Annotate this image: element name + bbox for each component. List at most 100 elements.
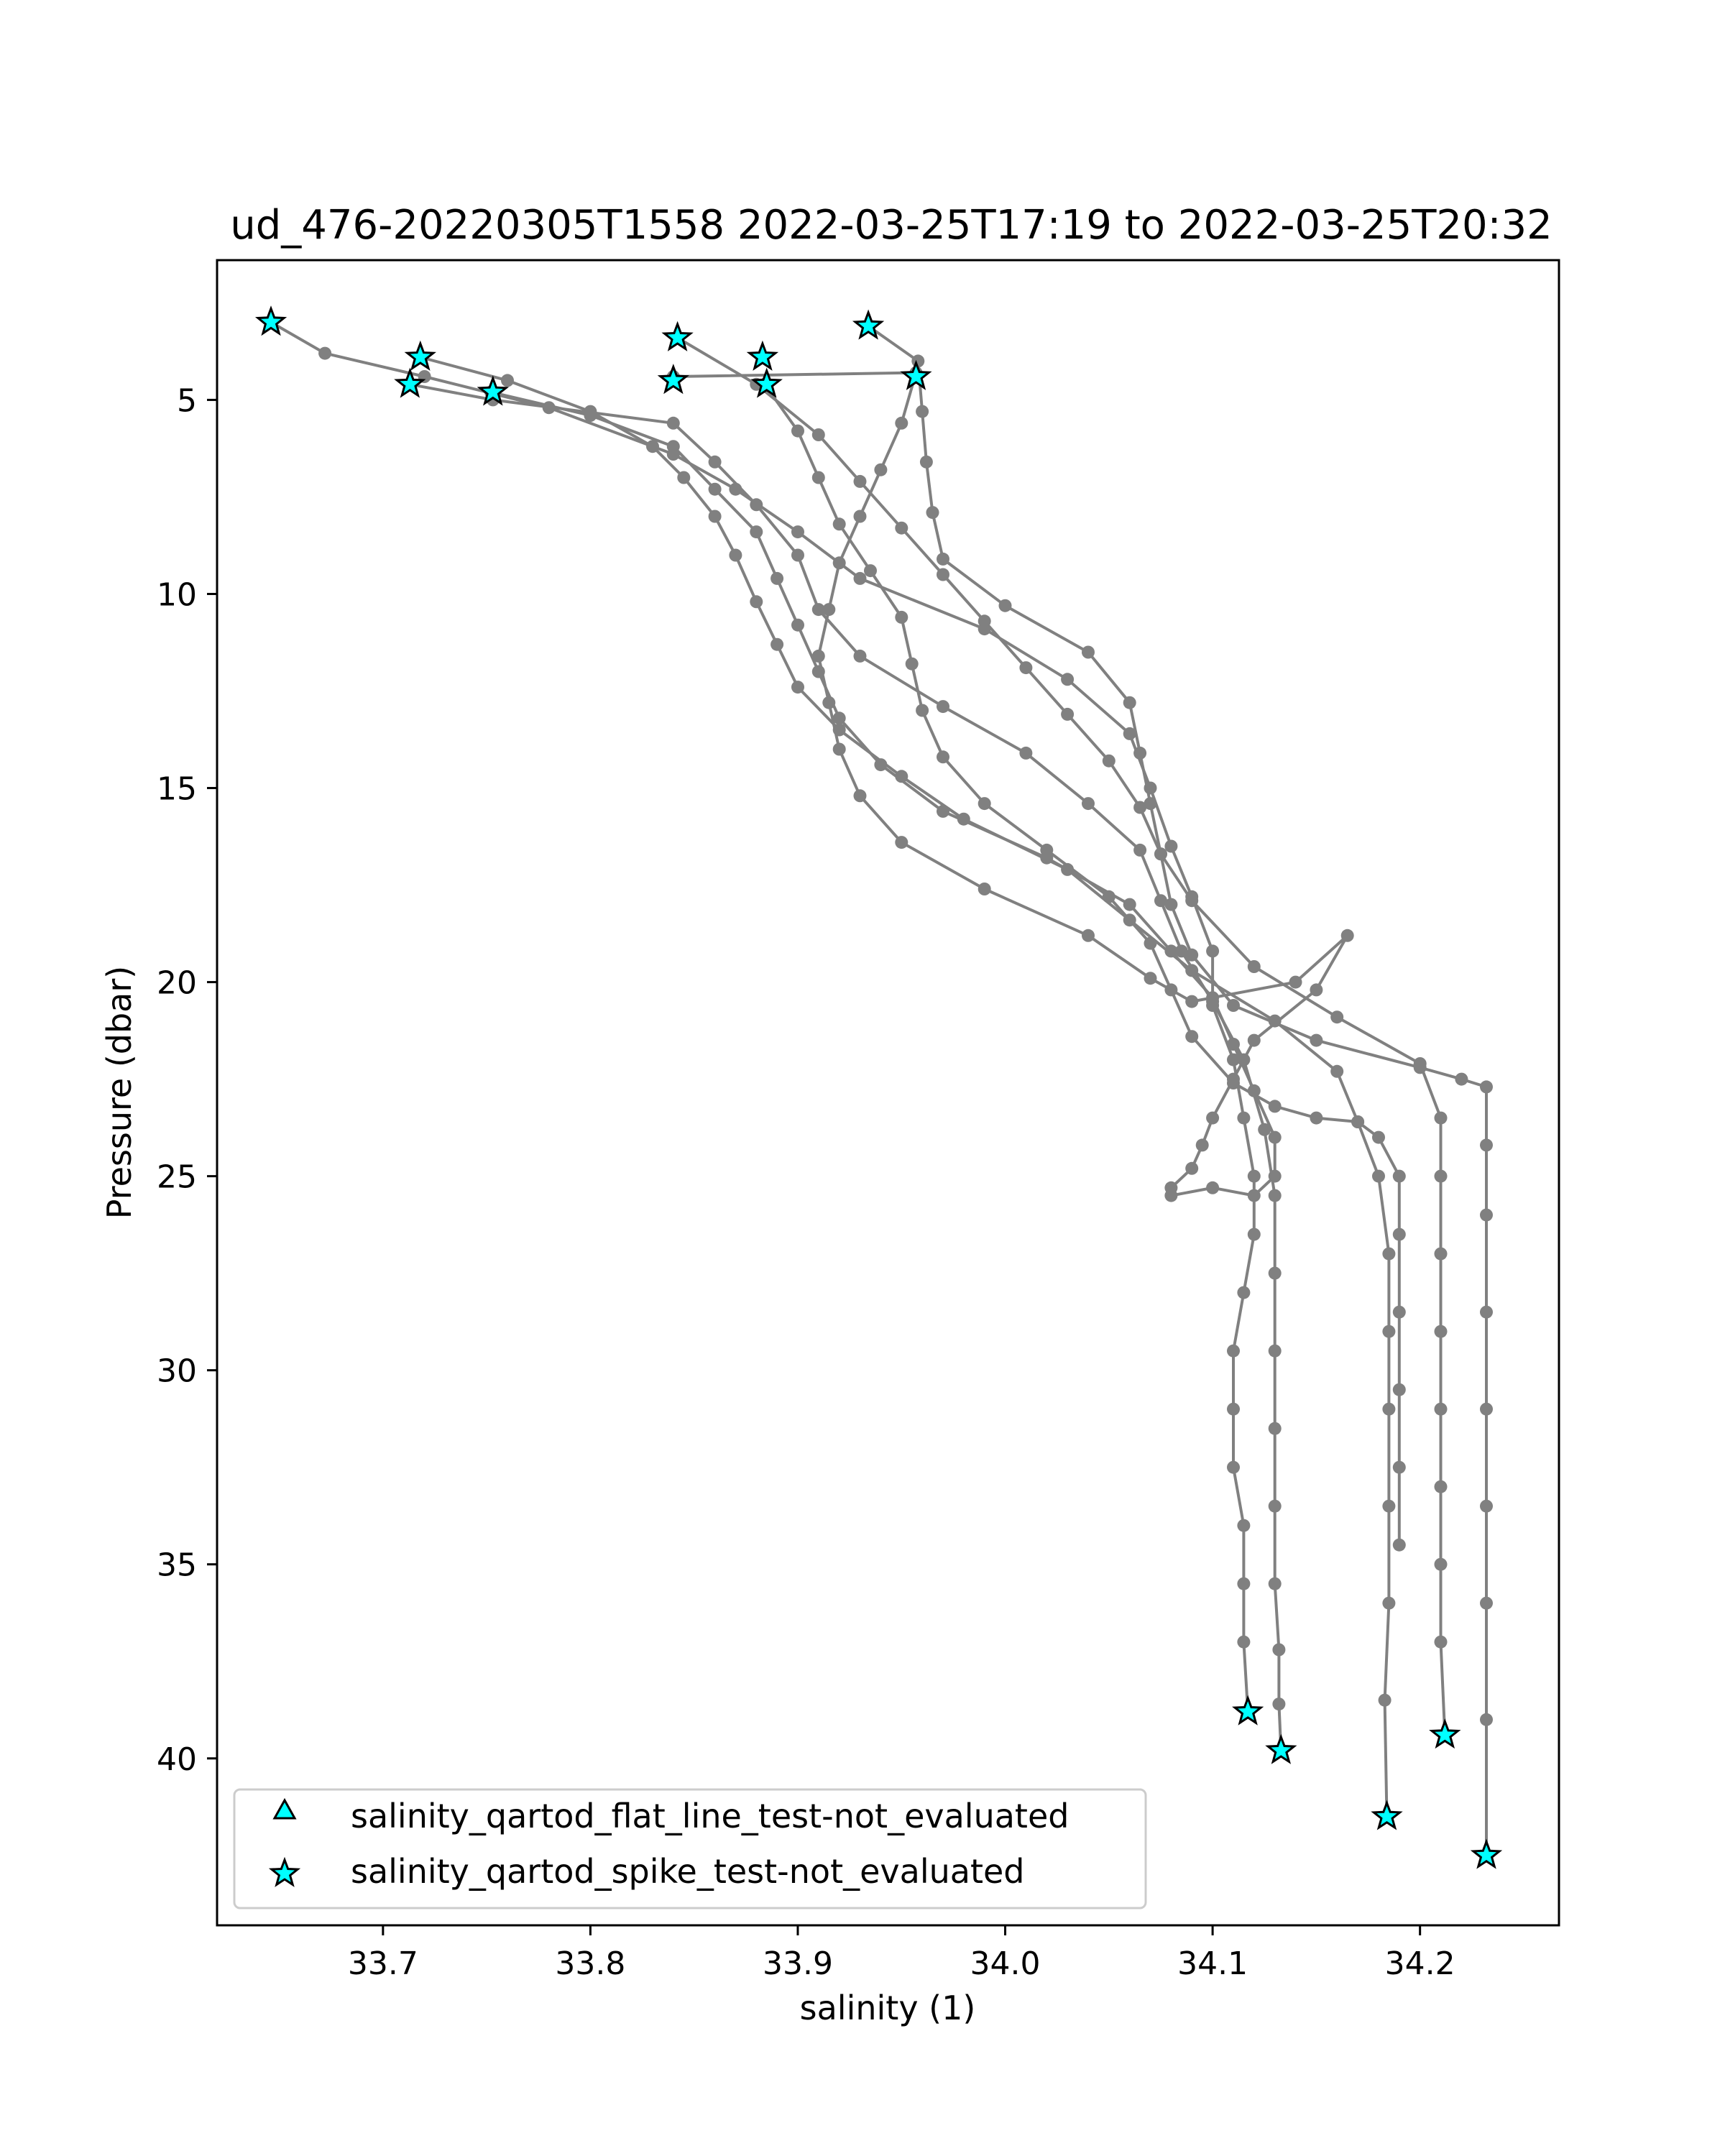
profile-point — [1237, 1635, 1251, 1649]
profile-point — [666, 416, 680, 430]
profile-point — [1272, 1697, 1286, 1711]
profile-point — [501, 374, 514, 387]
y-tick-label: 35 — [157, 1547, 197, 1584]
x-tick-label: 33.8 — [555, 1945, 625, 1982]
profile-point — [1310, 1033, 1323, 1047]
profile-line-6 — [763, 383, 1401, 1545]
profile-point — [1310, 1111, 1323, 1125]
spike-test-marker — [1265, 1733, 1297, 1764]
profile-point — [1102, 754, 1116, 768]
profile-point — [811, 649, 825, 663]
profile-point — [1372, 1130, 1385, 1144]
profile-point — [978, 614, 991, 628]
spike-test-marker — [1371, 1800, 1403, 1830]
profile-point — [1061, 707, 1075, 721]
profile-point — [750, 595, 763, 609]
profile-point — [1258, 1123, 1271, 1136]
profile-point — [1247, 1033, 1261, 1047]
profile-point — [584, 409, 597, 422]
profile-point — [1272, 1643, 1286, 1657]
profile-point — [832, 556, 846, 570]
profile-point — [1434, 1480, 1448, 1493]
profile-point — [1123, 898, 1136, 911]
profile-point — [791, 618, 804, 632]
profile-point — [1164, 1181, 1178, 1194]
plot-area — [254, 305, 1503, 1869]
y-tick-label: 40 — [157, 1741, 197, 1778]
profile-point — [1392, 1227, 1406, 1241]
profile-point — [1144, 936, 1157, 950]
profile-point — [1185, 894, 1199, 908]
x-tick-label: 33.9 — [763, 1945, 833, 1982]
profile-point — [919, 455, 933, 469]
legend-box — [233, 1788, 1147, 1909]
profile-point — [1247, 1084, 1261, 1097]
spike-test-marker — [900, 359, 932, 390]
profile-point — [1268, 1266, 1282, 1280]
x-tick-label: 34.2 — [1385, 1945, 1455, 1982]
profile-point — [677, 471, 691, 484]
profile-point — [1289, 975, 1302, 989]
profile-point — [1082, 797, 1095, 811]
profile-point — [1123, 727, 1136, 740]
profile-point — [1019, 746, 1033, 760]
profile-point — [1185, 1161, 1199, 1175]
profile-point — [1227, 1038, 1240, 1051]
x-tick-label: 33.7 — [348, 1945, 418, 1982]
profile-point — [937, 750, 949, 764]
profile-point — [1382, 1325, 1396, 1338]
profile-point — [1310, 983, 1323, 997]
profile-point — [853, 789, 867, 803]
profile-point — [1351, 1115, 1365, 1128]
profile-point — [1206, 944, 1220, 958]
profile-point — [998, 599, 1012, 612]
legend-triangle-shape — [272, 1797, 297, 1820]
y-tick-label: 25 — [157, 1159, 197, 1196]
profile-point — [708, 455, 722, 469]
profile-point — [895, 610, 908, 624]
profile-point — [832, 711, 846, 725]
profile-point — [1019, 661, 1033, 675]
profile-point — [916, 704, 929, 717]
profile-point — [750, 498, 763, 512]
profile-point — [853, 510, 867, 523]
profile-point — [926, 506, 939, 520]
profile-point — [1480, 1208, 1493, 1222]
profile-point — [1480, 1499, 1493, 1513]
profile-point — [1237, 1519, 1251, 1532]
profile-point — [937, 700, 949, 714]
profile-point — [1247, 960, 1261, 973]
profile-point — [1455, 1072, 1468, 1086]
profile-point — [318, 346, 332, 360]
profile-point — [666, 440, 680, 453]
profile-point — [937, 568, 949, 581]
legend-star-marker — [268, 1856, 301, 1887]
y-tick-label: 10 — [157, 576, 197, 613]
profile-line-1 — [270, 321, 1256, 1713]
profile-point — [1164, 898, 1178, 911]
profile-point — [1237, 1111, 1251, 1125]
profile-point — [1082, 645, 1095, 659]
y-tick-label: 20 — [157, 965, 197, 1002]
profile-point — [1144, 972, 1157, 985]
profile-point — [1123, 696, 1136, 709]
profile-point — [1382, 1596, 1396, 1610]
profile-point — [1413, 1061, 1427, 1074]
spike-test-marker — [746, 340, 779, 371]
profile-point — [1227, 1402, 1240, 1416]
profile-point — [1480, 1402, 1493, 1416]
profile-point — [1154, 894, 1167, 908]
profile-point — [1227, 1072, 1240, 1086]
profile-line-2 — [410, 382, 1283, 1751]
profile-point — [646, 440, 659, 453]
profile-point — [978, 797, 991, 811]
profile-point — [822, 696, 836, 709]
spike-test-marker — [661, 321, 694, 351]
y-tick-label: 15 — [157, 771, 197, 808]
spike-test-marker — [1470, 1838, 1503, 1869]
legend-label-spike: salinity_qartod_spike_test-not_evaluated — [351, 1852, 1024, 1891]
profile-point — [832, 742, 846, 756]
profile-point — [853, 571, 867, 585]
profile-point — [1227, 999, 1240, 1012]
spike-test-marker — [657, 364, 689, 395]
